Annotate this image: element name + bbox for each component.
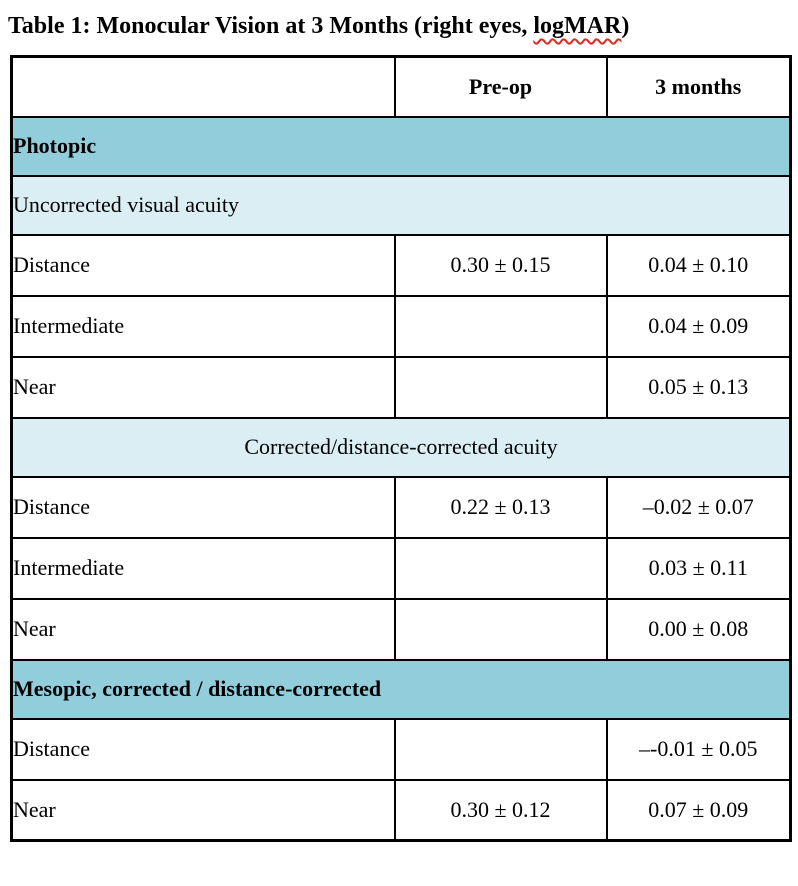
- table-row: Near 0.30 ± 0.12 0.07 ± 0.09: [10, 778, 792, 842]
- section-row-corrected: Corrected/distance-corrected acuity: [10, 416, 792, 478]
- row-label-cell: Intermediate: [10, 294, 396, 358]
- preop-value-cell: 0.30 ± 0.12: [393, 778, 608, 842]
- table-row: Near 0.05 ± 0.13: [10, 355, 792, 419]
- months3-value-cell: 0.03 ± 0.11: [605, 536, 792, 600]
- table-row: Distance 0.30 ± 0.15 0.04 ± 0.10: [10, 233, 792, 297]
- months3-value-cell: –-0.01 ± 0.05: [605, 717, 792, 781]
- misspelled-word: logMAR: [533, 13, 622, 39]
- header-empty-cell: [10, 55, 396, 118]
- section-label: Mesopic, corrected / distance-corrected: [10, 658, 792, 720]
- table-row: Intermediate 0.04 ± 0.09: [10, 294, 792, 358]
- section-label: Uncorrected visual acuity: [10, 174, 792, 236]
- preop-value-cell: [393, 597, 608, 661]
- caption-suffix: ): [621, 13, 630, 39]
- header-3months-cell: 3 months: [605, 55, 792, 118]
- months3-value-cell: 0.07 ± 0.09: [605, 778, 792, 842]
- header-preop-cell: Pre-op: [393, 55, 608, 118]
- caption-text: Table 1: Monocular Vision at 3 Months (r…: [8, 13, 534, 39]
- table-row: Near 0.00 ± 0.08: [10, 597, 792, 661]
- row-label-cell: Near: [10, 778, 396, 842]
- preop-value-cell: 0.30 ± 0.15: [393, 233, 608, 297]
- vision-table: Pre-op 3 months Photopic Uncorrected vis…: [10, 55, 792, 842]
- row-label-cell: Near: [10, 597, 396, 661]
- section-row-uncorrected: Uncorrected visual acuity: [10, 174, 792, 236]
- preop-value-cell: [393, 717, 608, 781]
- table-row: Intermediate 0.03 ± 0.11: [10, 536, 792, 600]
- row-label-cell: Distance: [10, 717, 396, 781]
- preop-value-cell: [393, 355, 608, 419]
- table-caption: Table 1: Monocular Vision at 3 Months (r…: [0, 0, 798, 41]
- preop-value-cell: [393, 294, 608, 358]
- section-row-mesopic: Mesopic, corrected / distance-corrected: [10, 658, 792, 720]
- table-row: Distance 0.22 ± 0.13 –0.02 ± 0.07: [10, 475, 792, 539]
- section-row-photopic: Photopic: [10, 115, 792, 177]
- months3-value-cell: 0.00 ± 0.08: [605, 597, 792, 661]
- table-header-row: Pre-op 3 months: [10, 55, 792, 118]
- row-label-cell: Intermediate: [10, 536, 396, 600]
- row-label-cell: Distance: [10, 233, 396, 297]
- preop-value-cell: [393, 536, 608, 600]
- row-label-cell: Near: [10, 355, 396, 419]
- section-label: Photopic: [10, 115, 792, 177]
- section-label: Corrected/distance-corrected acuity: [10, 416, 792, 478]
- months3-value-cell: 0.05 ± 0.13: [605, 355, 792, 419]
- months3-value-cell: 0.04 ± 0.10: [605, 233, 792, 297]
- table-row: Distance –-0.01 ± 0.05: [10, 717, 792, 781]
- months3-value-cell: –0.02 ± 0.07: [605, 475, 792, 539]
- preop-value-cell: 0.22 ± 0.13: [393, 475, 608, 539]
- row-label-cell: Distance: [10, 475, 396, 539]
- months3-value-cell: 0.04 ± 0.09: [605, 294, 792, 358]
